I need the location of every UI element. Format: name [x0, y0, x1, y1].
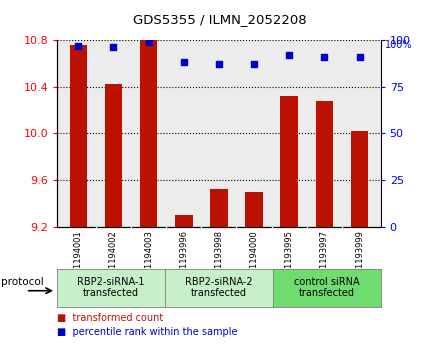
Point [145, 39, 152, 45]
Text: GSM1194002: GSM1194002 [109, 230, 118, 286]
Bar [351, 131, 368, 227]
Text: GSM1193999: GSM1193999 [355, 230, 364, 286]
Bar [105, 84, 122, 227]
Point [110, 45, 117, 50]
Text: control siRNA
transfected: control siRNA transfected [294, 277, 359, 298]
Text: ■  transformed count: ■ transformed count [57, 313, 163, 323]
Point [216, 61, 223, 67]
Text: 100%: 100% [385, 40, 413, 50]
Bar [315, 101, 333, 227]
Bar [210, 189, 227, 227]
Point [286, 52, 293, 58]
Text: GSM1194001: GSM1194001 [74, 230, 83, 286]
Bar [245, 192, 263, 227]
Text: GSM1194000: GSM1194000 [249, 230, 259, 286]
Text: RBP2-siRNA-1
transfected: RBP2-siRNA-1 transfected [77, 277, 145, 298]
Text: GSM1194003: GSM1194003 [144, 230, 153, 286]
Text: GSM1193995: GSM1193995 [285, 230, 294, 286]
Text: GDS5355 / ILMN_2052208: GDS5355 / ILMN_2052208 [133, 13, 307, 26]
Bar [70, 45, 87, 227]
Text: GSM1193998: GSM1193998 [214, 230, 224, 286]
Text: RBP2-siRNA-2
transfected: RBP2-siRNA-2 transfected [185, 277, 253, 298]
Text: protocol: protocol [1, 277, 44, 287]
Bar [175, 215, 193, 227]
Text: GSM1193997: GSM1193997 [320, 230, 329, 286]
Text: GSM1193996: GSM1193996 [179, 230, 188, 286]
Bar [140, 40, 158, 227]
Point [180, 60, 187, 65]
Bar [280, 96, 298, 227]
Point [321, 54, 328, 60]
Point [250, 61, 257, 67]
Point [356, 54, 363, 60]
Text: ■  percentile rank within the sample: ■ percentile rank within the sample [57, 327, 238, 337]
Point [75, 42, 82, 48]
